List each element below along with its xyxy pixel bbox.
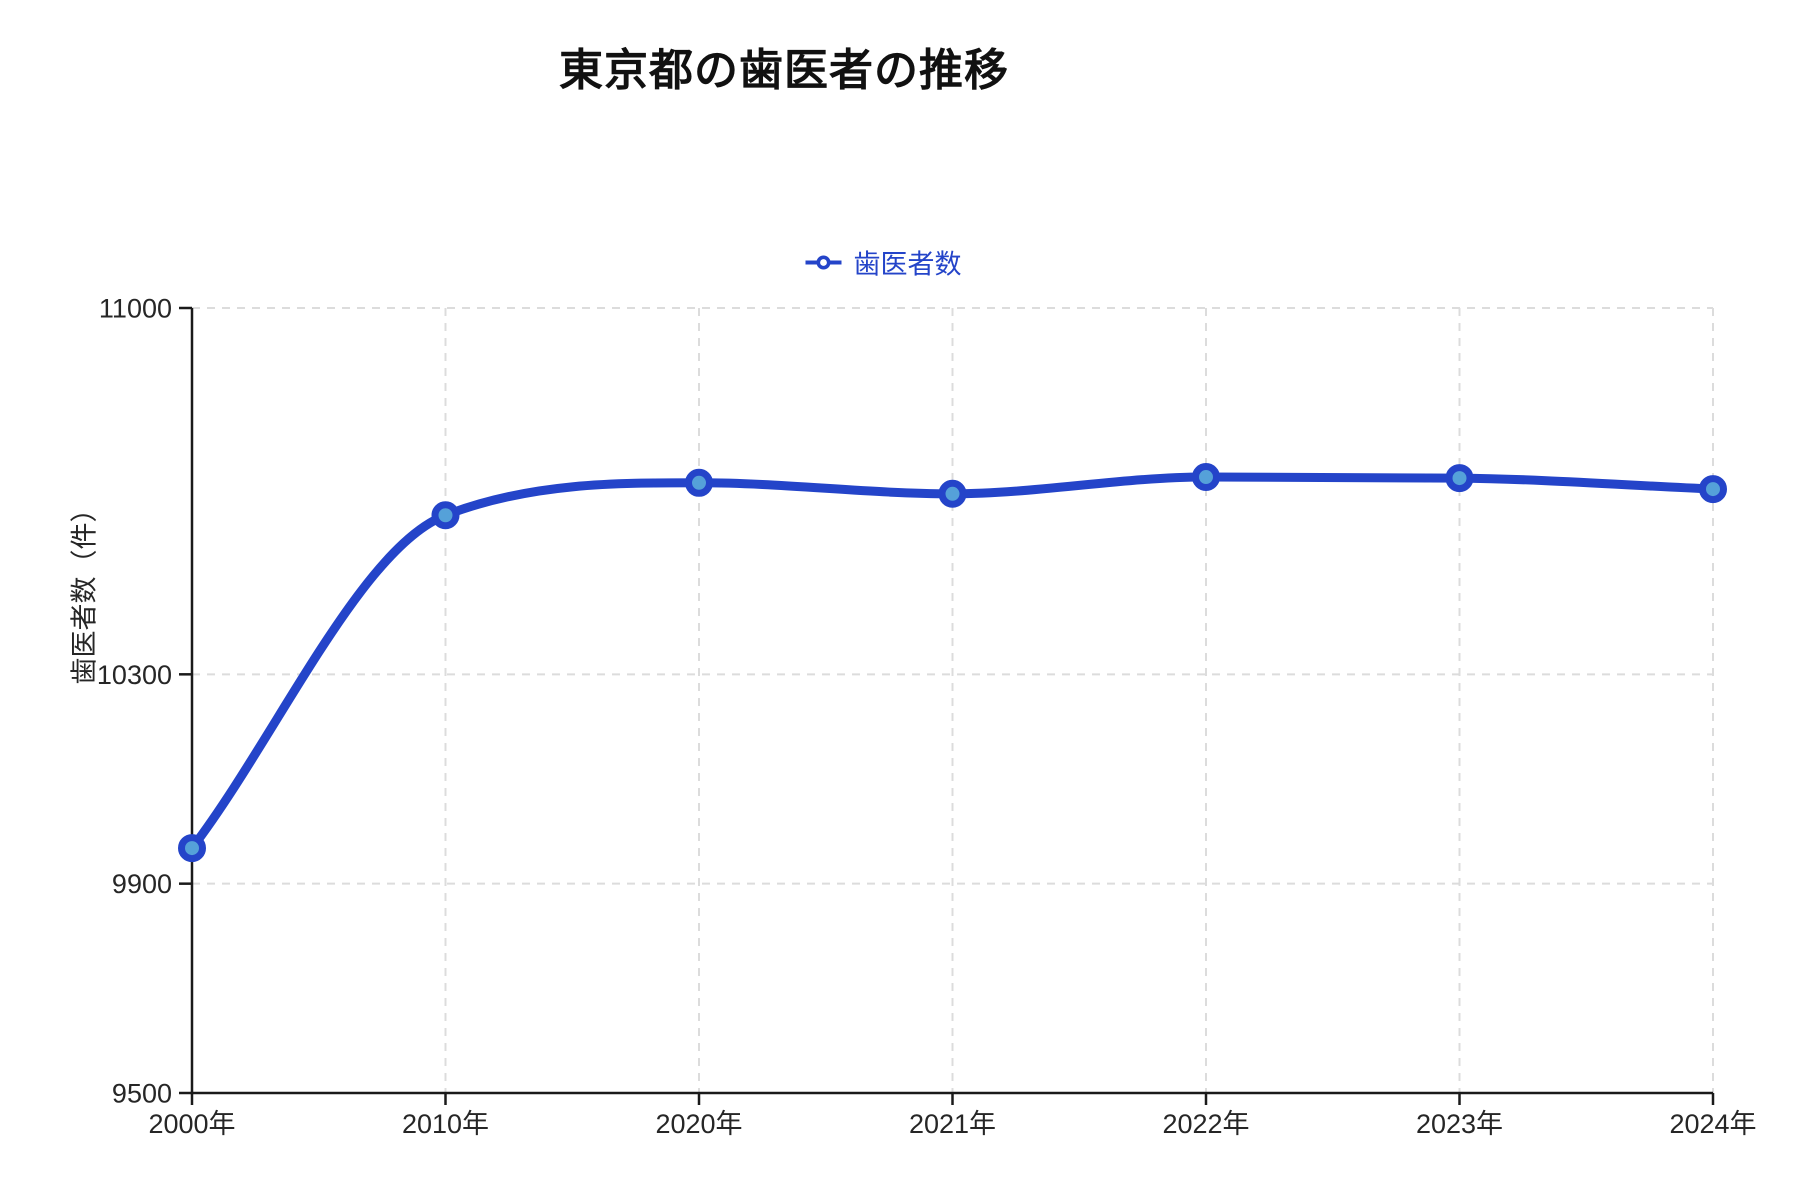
data-point-2000年[interactable] xyxy=(178,834,206,863)
data-point-2020年[interactable] xyxy=(685,468,713,497)
data-point-2010年[interactable] xyxy=(431,501,460,530)
y-tick-label: 10300 xyxy=(97,660,172,690)
x-tick-label: 2024年 xyxy=(1669,1109,1756,1139)
data-point-2022年[interactable] xyxy=(1192,463,1220,492)
x-tick-label: 2020年 xyxy=(655,1109,742,1139)
legend-item[interactable]: 歯医者数 xyxy=(805,243,962,282)
chart-title: 東京都の歯医者の推移 xyxy=(559,46,1009,95)
data-point-2024年[interactable] xyxy=(1699,475,1727,504)
data-point-2021年[interactable] xyxy=(938,479,967,508)
y-tick-label: 9900 xyxy=(112,869,172,899)
x-tick-label: 2021年 xyxy=(909,1109,996,1139)
data-point-2023年[interactable] xyxy=(1445,464,1474,493)
x-tick-label: 2023年 xyxy=(1416,1109,1503,1139)
legend-line-marker-icon xyxy=(805,255,842,269)
legend-label: 歯医者数 xyxy=(853,249,962,280)
y-tick-label: 9500 xyxy=(112,1079,172,1109)
y-tick-label: 11000 xyxy=(99,294,172,324)
x-tick-label: 2010年 xyxy=(402,1109,489,1139)
x-tick-label: 2022年 xyxy=(1162,1109,1249,1139)
x-tick-label: 2000年 xyxy=(148,1109,235,1139)
